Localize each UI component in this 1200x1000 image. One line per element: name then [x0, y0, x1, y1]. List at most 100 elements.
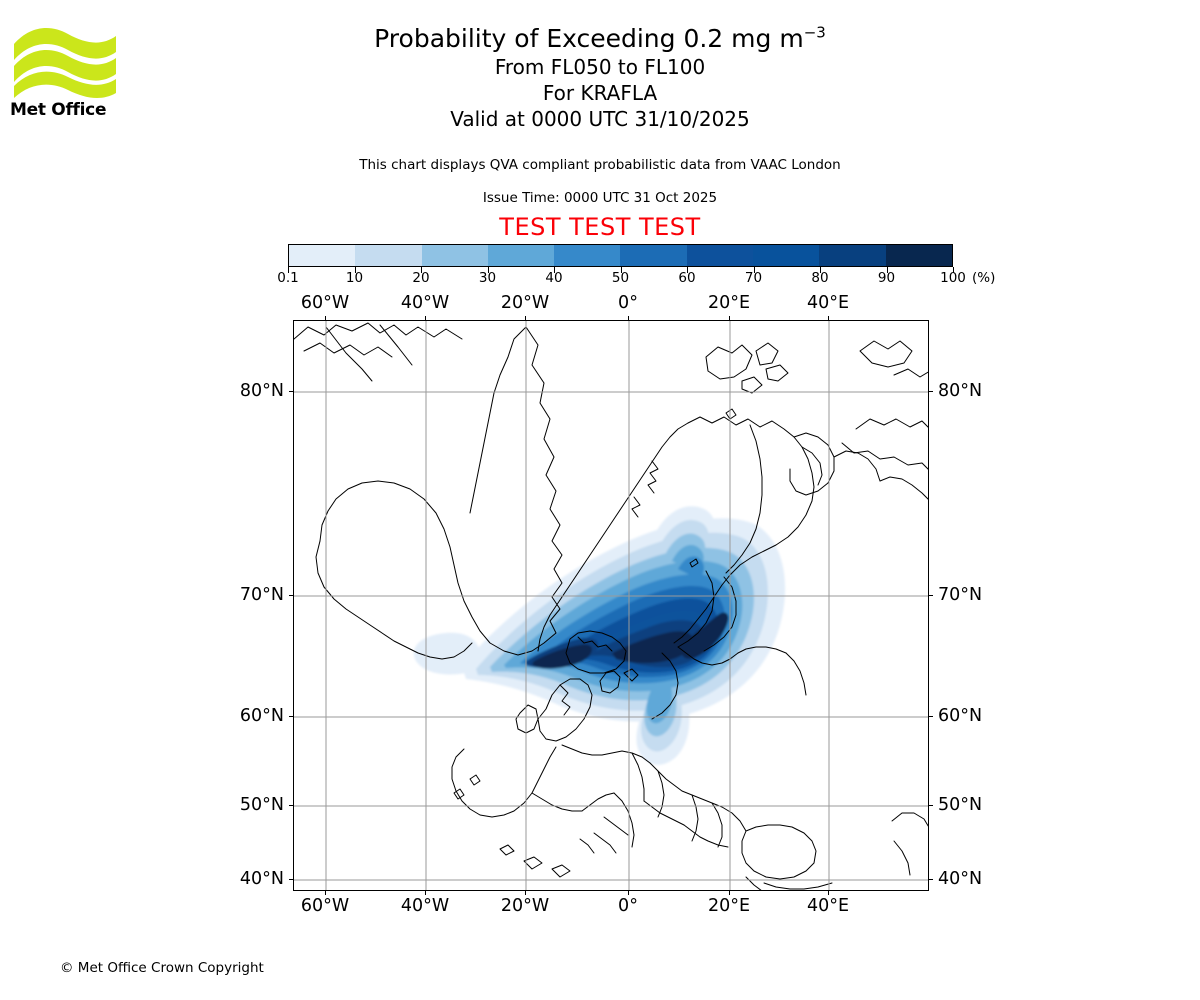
valid-time-line: Valid at 0000 UTC 31/10/2025 — [450, 107, 750, 131]
lat-label-right-50°N: 50°N — [938, 795, 983, 815]
lat-label-left-80°N: 80°N — [239, 381, 284, 401]
ash-plume-layer — [413, 506, 786, 765]
colorbar-band-60-70 — [686, 245, 754, 266]
colorbar-tick — [886, 267, 888, 273]
map-tick-left — [289, 805, 293, 806]
colorbar-tick-label-80: 80 — [811, 270, 829, 286]
test-banner: TEST TEST TEST — [499, 213, 701, 241]
colorbar-gradient — [288, 244, 953, 267]
colorbar-tick — [953, 267, 954, 273]
probability-colorbar — [288, 244, 953, 267]
map-panel — [293, 320, 929, 891]
map-tick-top — [729, 316, 730, 320]
colorbar-tick-label-50: 50 — [611, 270, 630, 286]
map-tick-right — [929, 805, 933, 806]
map-tick-top — [828, 316, 829, 320]
page-title-text: Probability of Exceeding 0.2 mg m — [374, 24, 804, 53]
lat-label-left-40°N: 40°N — [239, 869, 284, 889]
map-tick-bottom — [325, 891, 326, 895]
lon-label-bottom-40°E: 40°E — [806, 896, 850, 916]
met-office-logo: Met Office — [10, 22, 120, 119]
lon-label-top-0°: 0° — [618, 293, 638, 313]
map-tick-bottom — [425, 891, 426, 895]
map-tick-bottom — [828, 891, 829, 895]
lon-label-bottom-0°: 0° — [618, 896, 638, 916]
chart-title-block: Probability of Exceeding 0.2 mg m−3 From… — [0, 24, 1200, 132]
colorbar-band-0.1-10 — [289, 245, 356, 266]
page-title: Probability of Exceeding 0.2 mg m−3 — [0, 24, 1200, 54]
met-office-wordmark: Met Office — [10, 100, 107, 120]
colorbar-tick-label-20: 20 — [412, 270, 430, 286]
lat-label-right-80°N: 80°N — [938, 381, 983, 401]
map-tick-right — [929, 716, 933, 717]
colorbar-tick-label-70: 70 — [744, 270, 763, 286]
colorbar-tick — [687, 267, 688, 273]
colorbar-tick-label-40: 40 — [545, 270, 563, 286]
colorbar-band-20-30 — [421, 245, 488, 266]
colorbar-tick — [753, 267, 755, 273]
colorbar-band-50-60 — [620, 245, 687, 266]
map-tick-right — [929, 391, 933, 392]
map-tick-left — [289, 879, 293, 880]
copyright-notice: © Met Office Crown Copyright — [60, 960, 264, 976]
map-tick-left — [289, 391, 293, 392]
colorbar-band-10-20 — [355, 245, 422, 266]
colorbar-tick — [487, 267, 489, 273]
lon-label-top-20°E: 20°E — [707, 293, 751, 313]
lon-label-bottom-60°W: 60°W — [300, 896, 350, 916]
map-tick-right — [929, 595, 933, 596]
met-office-logo-waves — [14, 28, 116, 99]
colorbar-band-80-90 — [819, 245, 886, 266]
lon-label-top-40°W: 40°W — [400, 293, 450, 313]
issue-time-label: Issue Time: 0000 UTC 31 Oct 2025 — [482, 190, 718, 206]
qva-disclaimer: This chart displays QVA compliant probab… — [359, 157, 841, 173]
map-tick-bottom — [628, 891, 629, 895]
colorbar-ticks — [288, 267, 954, 275]
map-tick-bottom — [729, 891, 730, 895]
flight-level-line: From FL050 to FL100 — [494, 55, 706, 79]
lat-label-left-50°N: 50°N — [239, 795, 284, 815]
lat-label-right-60°N: 60°N — [938, 706, 983, 726]
colorbar-tick — [421, 267, 422, 273]
colorbar-band-40-50 — [554, 245, 621, 266]
colorbar-band-90-100 — [885, 245, 952, 266]
colorbar-tick — [620, 267, 622, 273]
colorbar-tick — [288, 267, 289, 273]
colorbar-tick-label-30: 30 — [478, 270, 497, 286]
lat-label-right-40°N: 40°N — [938, 869, 983, 889]
colorbar-band-70-80 — [753, 245, 820, 266]
map-tick-right — [929, 879, 933, 880]
map-tick-bottom — [525, 891, 526, 895]
coastlines-layer — [294, 322, 928, 890]
colorbar-tick-label-90: 90 — [877, 270, 896, 286]
lat-label-right-70°N: 70°N — [938, 585, 983, 605]
colorbar-tick-labels: 0.1 10 20 30 40 50 60 70 80 90 100 — [0, 270, 1200, 288]
map-tick-top — [628, 316, 629, 320]
lon-label-bottom-20°W: 20°W — [500, 896, 550, 916]
graticule-layer — [294, 321, 928, 890]
colorbar-tick-label-10: 10 — [345, 270, 364, 286]
map-tick-top — [525, 316, 526, 320]
lat-label-left-70°N: 70°N — [239, 585, 284, 605]
colorbar-tick — [554, 267, 555, 273]
lon-label-top-40°E: 40°E — [806, 293, 850, 313]
colorbar-tick — [354, 267, 356, 273]
lon-label-top-20°W: 20°W — [500, 293, 550, 313]
volcano-line: For KRAFLA — [542, 81, 658, 105]
map-canvas — [294, 321, 928, 890]
colorbar-unit-label: (%) — [972, 270, 996, 286]
map-tick-left — [289, 716, 293, 717]
lon-label-top-60°W: 60°W — [300, 293, 350, 313]
colorbar-tick-label-100: 100 — [940, 270, 966, 286]
lat-label-left-60°N: 60°N — [239, 706, 284, 726]
page-title-exponent: −3 — [803, 23, 826, 42]
lon-label-bottom-20°E: 20°E — [707, 896, 751, 916]
colorbar-tick — [820, 267, 821, 273]
colorbar-band-30-40 — [487, 245, 555, 266]
colorbar-tick-label-60: 60 — [678, 270, 696, 286]
map-tick-top — [425, 316, 426, 320]
map-tick-top — [325, 316, 326, 320]
lon-label-bottom-40°W: 40°W — [400, 896, 450, 916]
colorbar-tick-label-0.1: 0.1 — [277, 270, 299, 286]
map-tick-left — [289, 595, 293, 596]
